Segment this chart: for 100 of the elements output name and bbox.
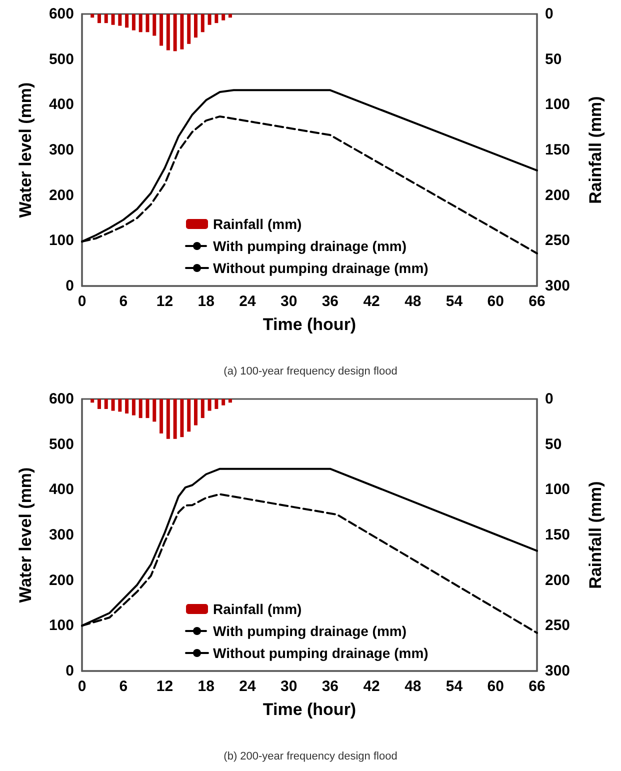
- x-tick-label: 18: [198, 293, 214, 310]
- bar: [160, 14, 164, 46]
- bar: [125, 399, 129, 414]
- bar: [152, 399, 156, 422]
- legend-label: Rainfall (mm): [213, 216, 302, 232]
- y-tick-label: 600: [48, 390, 74, 408]
- bar: [222, 399, 226, 406]
- y2-tick-label: 200: [545, 186, 570, 204]
- x-tick-label: 30: [280, 678, 298, 695]
- y-tick-label: 200: [48, 572, 74, 589]
- y2-tick-label: 200: [545, 572, 570, 589]
- bar: [138, 399, 142, 418]
- y-axis-title: Water level (mm): [16, 467, 35, 603]
- x-axis-title: Time (hour): [262, 700, 356, 719]
- bar: [160, 399, 164, 434]
- x-tick-label: 66: [528, 293, 546, 310]
- y-tick-label: 200: [48, 186, 74, 204]
- bar: [166, 399, 170, 439]
- y-tick-label: 500: [48, 436, 74, 453]
- bar: [146, 14, 150, 32]
- text: (b) 200-year frequency design flood: [224, 750, 398, 762]
- bar: [104, 399, 108, 409]
- y2-tick-label: 50: [545, 50, 562, 68]
- y2-tick-label: 100: [545, 96, 570, 114]
- bar: [125, 14, 129, 28]
- bar: [97, 399, 101, 409]
- y-tick-label: 500: [48, 50, 74, 68]
- y-tick-label: 300: [48, 526, 74, 544]
- x-tick-label: 12: [156, 678, 174, 695]
- x-tick-label: 36: [322, 293, 339, 310]
- bar: [111, 14, 115, 25]
- y-tick-label: 400: [48, 96, 74, 114]
- legend-label: Without pumping drainage (mm): [213, 645, 428, 661]
- y2-tick-label: 150: [545, 526, 570, 544]
- bar: [180, 14, 184, 50]
- x-tick-label: 42: [363, 678, 380, 695]
- y-tick-label: 600: [48, 6, 74, 22]
- y-tick-label: 0: [66, 278, 74, 294]
- y2-axis-title: Rainfall (mm): [586, 96, 605, 204]
- x-tick-label: 48: [404, 678, 422, 695]
- y2-tick-label: 150: [545, 142, 570, 158]
- bar: [90, 14, 94, 18]
- y-tick-label: 300: [48, 142, 74, 158]
- bar: [173, 399, 177, 439]
- y-tick-label: 100: [48, 617, 74, 634]
- bar: [90, 399, 94, 403]
- x-tick-label: 48: [404, 293, 422, 310]
- y-tick-label: 0: [66, 662, 74, 680]
- bar: [146, 399, 150, 418]
- y2-tick-label: 300: [545, 662, 570, 680]
- legend-label: With pumping drainage (mm): [213, 623, 407, 639]
- bar: [194, 14, 198, 38]
- bar: [138, 14, 142, 32]
- bar: [228, 14, 232, 18]
- bar: [222, 14, 226, 20]
- x-tick-label: 6: [119, 678, 128, 695]
- bar: [187, 399, 191, 432]
- x-tick-label: 60: [487, 678, 504, 695]
- y2-tick-label: 0: [545, 6, 554, 22]
- x-tick-label: 54: [446, 678, 464, 695]
- y-axis-title: Water level (mm): [16, 82, 35, 218]
- bar: [104, 14, 108, 24]
- y2-tick-label: 250: [545, 617, 570, 634]
- bar: [194, 399, 198, 426]
- x-tick-label: 0: [78, 293, 86, 310]
- bar: [208, 14, 212, 25]
- bar: [118, 14, 122, 26]
- x-tick-label: 54: [446, 293, 464, 310]
- y2-tick-label: 300: [545, 278, 570, 294]
- legend-label: Rainfall (mm): [213, 601, 302, 617]
- bar: [132, 14, 136, 30]
- y2-tick-label: 0: [545, 390, 554, 408]
- y2-tick-label: 50: [545, 436, 562, 453]
- bar: [228, 399, 232, 403]
- text: (a) 100-year frequency design flood: [224, 366, 398, 378]
- y2-axis-title: Rainfall (mm): [586, 481, 605, 589]
- bar: [187, 14, 191, 44]
- bar: [152, 14, 156, 36]
- y-tick-label: 400: [48, 481, 74, 498]
- x-tick-label: 12: [156, 293, 174, 310]
- bar: [97, 14, 101, 24]
- bar: [111, 399, 115, 411]
- x-tick-label: 60: [487, 293, 504, 310]
- bar: [200, 399, 204, 418]
- x-tick-label: 30: [280, 293, 298, 310]
- x-tick-label: 36: [322, 678, 339, 695]
- bar: [214, 399, 218, 409]
- x-tick-label: 6: [119, 293, 128, 310]
- x-tick-label: 0: [78, 678, 86, 695]
- bar: [166, 14, 170, 50]
- x-tick-label: 42: [363, 293, 380, 310]
- x-tick-label: 66: [528, 678, 546, 695]
- bar: [200, 14, 204, 32]
- y2-tick-label: 100: [545, 481, 570, 498]
- legend-label: With pumping drainage (mm): [213, 238, 407, 254]
- bar: [132, 399, 136, 416]
- bar: [208, 399, 212, 411]
- legend-label: Without pumping drainage (mm): [213, 260, 428, 276]
- bar: [173, 14, 177, 52]
- bar: [118, 399, 122, 412]
